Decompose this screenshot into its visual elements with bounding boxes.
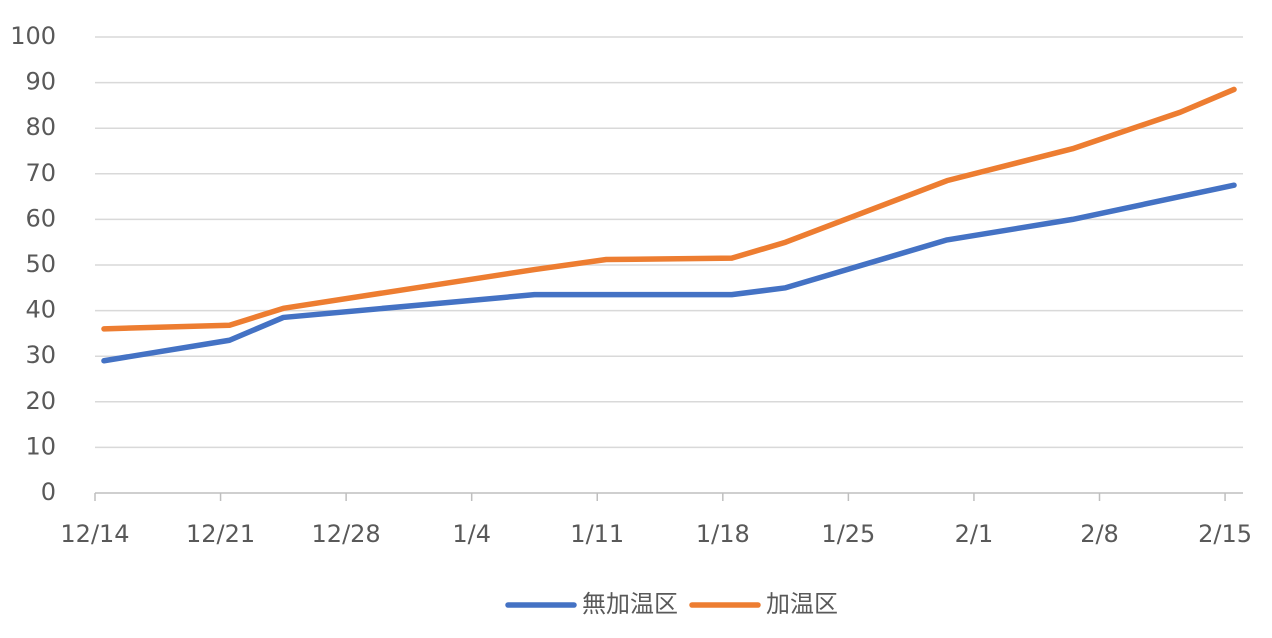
y-tick-label: 50 — [25, 250, 56, 278]
x-tick-label: 2/1 — [955, 520, 994, 548]
y-tick-label: 20 — [25, 387, 56, 415]
x-tick-label: 2/8 — [1080, 520, 1119, 548]
y-tick-label: 0 — [41, 478, 56, 506]
y-tick-label: 30 — [25, 341, 56, 369]
y-tick-label: 40 — [25, 296, 56, 324]
x-tick-label: 1/25 — [821, 520, 875, 548]
y-tick-label: 80 — [25, 113, 56, 141]
x-tick-label: 1/18 — [696, 520, 750, 548]
y-tick-label: 90 — [25, 68, 56, 96]
x-tick-label: 1/11 — [570, 520, 624, 548]
x-tick-label: 12/28 — [312, 520, 381, 548]
y-tick-label: 70 — [25, 159, 56, 187]
legend-label: 無加温区 — [582, 590, 678, 618]
legend-item: 加温区 — [689, 590, 838, 618]
x-tick-label: 1/4 — [452, 520, 491, 548]
series-line — [101, 182, 1237, 364]
y-tick-label: 60 — [25, 204, 56, 232]
series-line — [101, 86, 1237, 332]
x-tick-label: 12/14 — [60, 520, 129, 548]
legend-label: 加温区 — [766, 590, 838, 618]
x-tick-label: 2/15 — [1198, 520, 1252, 548]
legend-item: 無加温区 — [505, 590, 678, 618]
y-tick-label: 100 — [10, 22, 56, 50]
x-tick-label: 12/21 — [186, 520, 255, 548]
y-tick-label: 10 — [25, 432, 56, 460]
